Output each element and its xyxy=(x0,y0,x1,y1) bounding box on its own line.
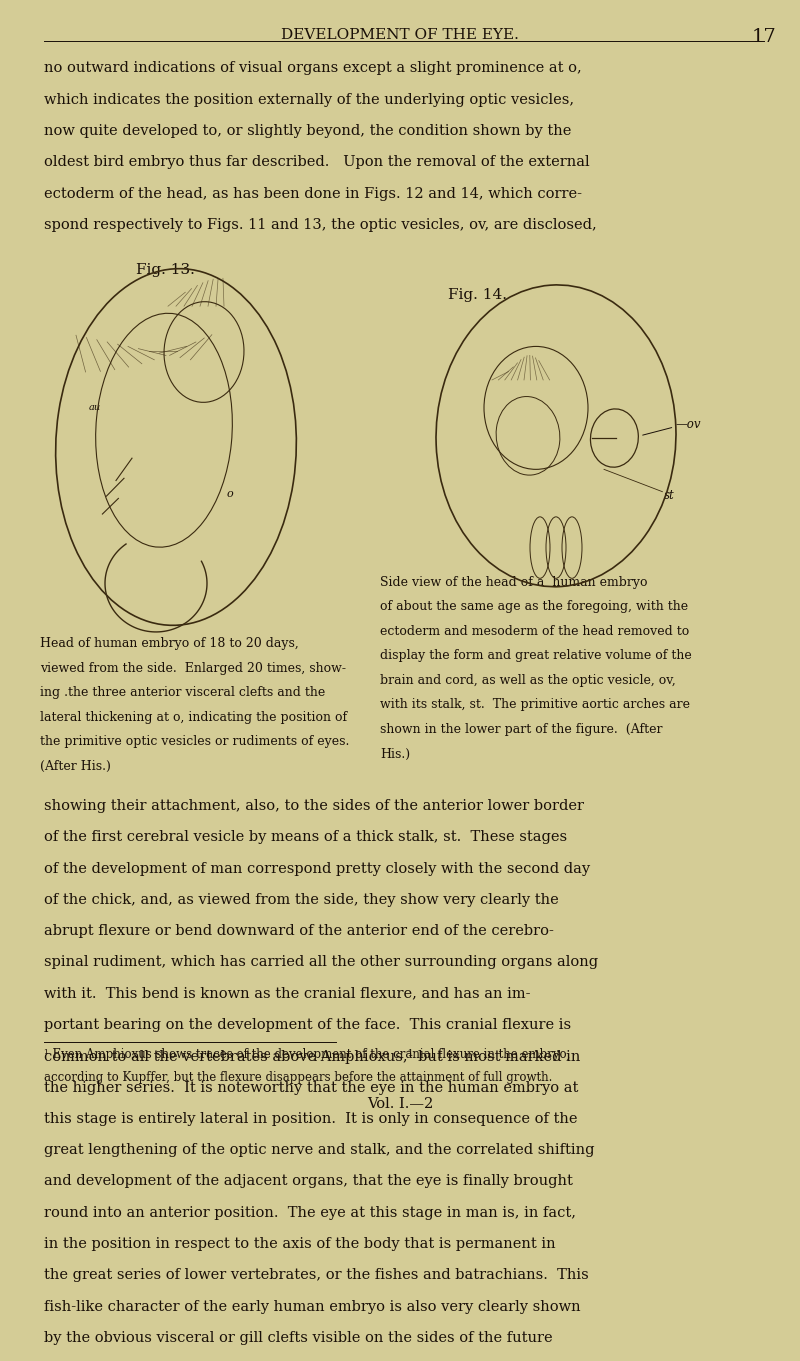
Text: this stage is entirely lateral in position.  It is only in consequence of the: this stage is entirely lateral in positi… xyxy=(44,1112,578,1126)
Text: o: o xyxy=(226,489,233,499)
Text: Fig. 14.: Fig. 14. xyxy=(448,289,507,302)
Text: portant bearing on the development of the face.  This cranial flexure is: portant bearing on the development of th… xyxy=(44,1018,571,1032)
Text: of about the same age as the foregoing, with the: of about the same age as the foregoing, … xyxy=(380,600,688,612)
Text: oldest bird embryo thus far described.   Upon the removal of the external: oldest bird embryo thus far described. U… xyxy=(44,155,590,169)
Text: Head of human embryo of 18 to 20 days,: Head of human embryo of 18 to 20 days, xyxy=(40,637,298,651)
Text: showing their attachment, also, to the sides of the anterior lower border: showing their attachment, also, to the s… xyxy=(44,799,584,813)
Text: of the first cerebral vesicle by means of a thick stalk, st.  These stages: of the first cerebral vesicle by means o… xyxy=(44,830,567,844)
Text: common to all the vertebrates above Amphioxus,¹ but is most marked in: common to all the vertebrates above Amph… xyxy=(44,1049,580,1064)
Text: ectoderm and mesoderm of the head removed to: ectoderm and mesoderm of the head remove… xyxy=(380,625,690,638)
Text: round into an anterior position.  The eye at this stage in man is, in fact,: round into an anterior position. The eye… xyxy=(44,1206,576,1219)
Text: with its stalk, st.  The primitive aortic arches are: with its stalk, st. The primitive aortic… xyxy=(380,698,690,712)
Text: great lengthening of the optic nerve and stalk, and the correlated shifting: great lengthening of the optic nerve and… xyxy=(44,1143,594,1157)
Text: ectoderm of the head, as has been done in Figs. 12 and 14, which corre-: ectoderm of the head, as has been done i… xyxy=(44,186,582,200)
Text: Fig. 13.: Fig. 13. xyxy=(136,263,195,276)
Text: 17: 17 xyxy=(751,29,776,46)
Text: abrupt flexure or bend downward of the anterior end of the cerebro-: abrupt flexure or bend downward of the a… xyxy=(44,924,554,938)
Text: fish-like character of the early human embryo is also very clearly shown: fish-like character of the early human e… xyxy=(44,1300,581,1313)
Text: of the development of man correspond pretty closely with the second day: of the development of man correspond pre… xyxy=(44,862,590,875)
Text: of the chick, and, as viewed from the side, they show very clearly the: of the chick, and, as viewed from the si… xyxy=(44,893,558,906)
Text: shown in the lower part of the figure.  (After: shown in the lower part of the figure. (… xyxy=(380,723,662,736)
Text: ing .the three anterior visceral clefts and the: ing .the three anterior visceral clefts … xyxy=(40,686,326,700)
Text: according to Kupffer, but the flexure disappears before the attainment of full g: according to Kupffer, but the flexure di… xyxy=(44,1071,552,1083)
Text: now quite developed to, or slightly beyond, the condition shown by the: now quite developed to, or slightly beyo… xyxy=(44,124,571,137)
Text: brain and cord, as well as the optic vesicle, ov,: brain and cord, as well as the optic ves… xyxy=(380,674,676,687)
Text: st: st xyxy=(664,489,674,502)
Text: no outward indications of visual organs except a slight prominence at o,: no outward indications of visual organs … xyxy=(44,61,582,75)
Text: Side view of the head of a  human embryo: Side view of the head of a human embryo xyxy=(380,576,647,588)
Text: and development of the adjacent organs, that the eye is finally brought: and development of the adjacent organs, … xyxy=(44,1175,573,1188)
Text: the primitive optic vesicles or rudiments of eyes.: the primitive optic vesicles or rudiment… xyxy=(40,735,350,749)
Text: —ov: —ov xyxy=(676,418,702,431)
Text: the higher series.  It is noteworthy that the eye in the human embryo at: the higher series. It is noteworthy that… xyxy=(44,1081,578,1094)
Text: au: au xyxy=(88,403,101,412)
Text: ¹ Even Amphioxus shows traces of the development of the cranial flexure in the e: ¹ Even Amphioxus shows traces of the dev… xyxy=(44,1048,570,1062)
Text: spond respectively to Figs. 11 and 13, the optic vesicles, ov, are disclosed,: spond respectively to Figs. 11 and 13, t… xyxy=(44,218,597,231)
Text: DEVELOPMENT OF THE EYE.: DEVELOPMENT OF THE EYE. xyxy=(281,29,519,42)
Text: in the position in respect to the axis of the body that is permanent in: in the position in respect to the axis o… xyxy=(44,1237,556,1251)
Text: viewed from the side.  Enlarged 20 times, show-: viewed from the side. Enlarged 20 times,… xyxy=(40,661,346,675)
Text: display the form and great relative volume of the: display the form and great relative volu… xyxy=(380,649,692,663)
Text: with it.  This bend is known as the cranial flexure, and has an im-: with it. This bend is known as the crani… xyxy=(44,987,530,1000)
Text: His.): His.) xyxy=(380,747,410,761)
Text: by the obvious visceral or gill clefts visible on the sides of the future: by the obvious visceral or gill clefts v… xyxy=(44,1331,553,1345)
Text: lateral thickening at o, indicating the position of: lateral thickening at o, indicating the … xyxy=(40,710,347,724)
Text: spinal rudiment, which has carried all the other surrounding organs along: spinal rudiment, which has carried all t… xyxy=(44,955,598,969)
Text: the great series of lower vertebrates, or the fishes and batrachians.  This: the great series of lower vertebrates, o… xyxy=(44,1268,589,1282)
Text: (After His.): (After His.) xyxy=(40,759,111,773)
Text: Vol. I.—2: Vol. I.—2 xyxy=(367,1097,433,1112)
Text: which indicates the position externally of the underlying optic vesicles,: which indicates the position externally … xyxy=(44,93,574,106)
